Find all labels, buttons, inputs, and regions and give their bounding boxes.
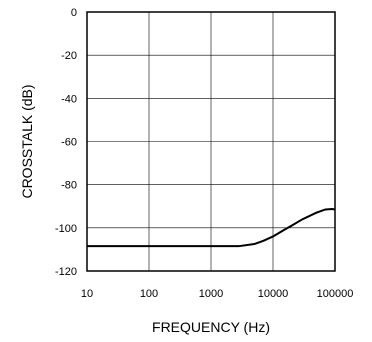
y-tick-label: -100	[55, 223, 77, 235]
y-tick-label: -60	[61, 137, 77, 149]
y-tick-label: -20	[61, 50, 77, 62]
crosstalk-series-line	[87, 208, 336, 248]
y-tick-label: -80	[61, 180, 77, 192]
y-tick-label: -40	[61, 93, 77, 105]
x-tick-label: 10	[81, 288, 93, 300]
plot-frame	[86, 11, 336, 272]
x-tick-labels: 10 100 1000 10000 100000	[81, 288, 353, 300]
x-tick-label: 1000	[199, 288, 223, 300]
y-tick-label: -120	[55, 266, 77, 278]
x-tick-label: 100	[140, 288, 158, 300]
y-tick-label: 0	[71, 7, 77, 19]
y-axis-title: CROSSTALK (dB)	[19, 84, 35, 198]
y-tick-labels: 0 -20 -40 -60 -80 -100 -120	[55, 7, 77, 278]
x-axis-title: FREQUENCY (Hz)	[152, 319, 270, 335]
grid-lines	[87, 12, 335, 271]
x-tick-label: 100000	[317, 288, 354, 300]
x-tick-label: 10000	[258, 288, 289, 300]
